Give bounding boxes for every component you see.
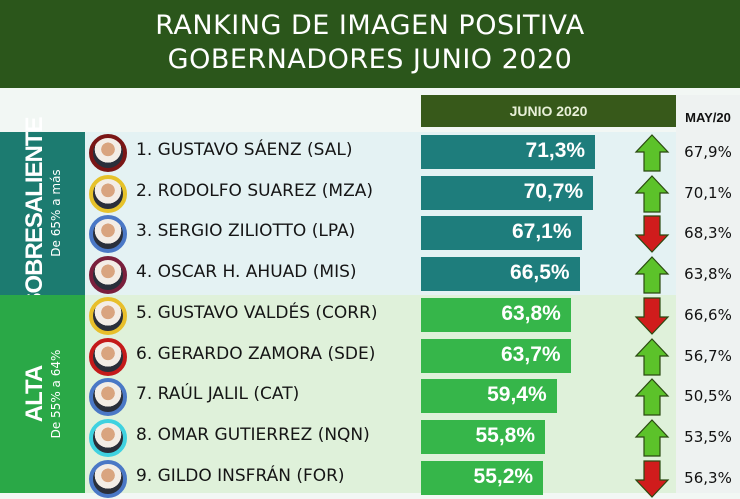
avatar	[89, 174, 127, 213]
bar-junio: 63,8%	[421, 297, 571, 332]
may-value: 68,3%	[684, 224, 732, 243]
governor-name: 3. SERGIO ZILIOTTO (LPA)	[136, 221, 356, 242]
avatar	[89, 256, 127, 295]
ranking-row: 6. GERARDO ZAMORA (SDE) 63,7% 56,7%	[0, 336, 740, 377]
bar-value-label: 55,2%	[473, 464, 534, 488]
ranking-row: 3. SERGIO ZILIOTTO (LPA) 67,1% 68,3%	[0, 213, 740, 254]
ranking-row: 4. OSCAR H. AHUAD (MIS) 66,5% 63,8%	[0, 254, 740, 295]
avatar	[89, 134, 127, 172]
bar-value-label: 66,5%	[510, 261, 570, 285]
bar-value-label: 70,7%	[523, 179, 584, 203]
bar-junio: 63,7%	[421, 338, 571, 373]
bar-value-label: 67,1%	[511, 220, 572, 244]
governor-name: 5. GUSTAVO VALDÉS (CORR)	[136, 302, 378, 323]
avatar	[89, 337, 127, 376]
governor-name: 7. RAÚL JALIL (CAT)	[136, 384, 300, 405]
group-label-1: ALTA De 55% a 64%	[0, 294, 85, 493]
arrow-up-icon	[634, 419, 670, 457]
bar-junio: 55,2%	[421, 460, 544, 495]
column-header-may: MAY/20	[685, 110, 731, 125]
arrow-up-icon	[634, 134, 670, 172]
bar-junio: 71,3%	[421, 135, 596, 169]
column-header-junio: JUNIO 2020	[421, 95, 676, 127]
ranking-row: 2. RODOLFO SUAREZ (MZA) 70,7% 70,1%	[0, 173, 740, 214]
avatar	[89, 215, 127, 254]
bar-junio: 70,7%	[421, 175, 594, 210]
may-column-bg	[676, 95, 740, 493]
may-value: 66,6%	[684, 305, 732, 324]
avatar	[89, 418, 127, 457]
governor-name: 1. GUSTAVO SÁENZ (SAL)	[136, 140, 353, 160]
ranking-row: 1. GUSTAVO SÁENZ (SAL) 71,3% 67,9%	[0, 132, 740, 173]
avatar	[89, 378, 127, 417]
arrow-up-icon	[634, 337, 670, 376]
bar-junio: 66,5%	[421, 257, 580, 292]
title-line-2: GOBERNADORES JUNIO 2020	[167, 44, 573, 75]
may-value: 56,3%	[684, 468, 732, 487]
may-value: 53,5%	[684, 427, 732, 446]
governor-name: 8. OMAR GUTIERREZ (NQN)	[136, 424, 370, 445]
bar-junio: 55,8%	[421, 419, 546, 454]
arrow-up-icon	[634, 256, 670, 294]
may-value: 70,1%	[684, 183, 732, 202]
arrow-up-icon	[634, 174, 670, 213]
governor-name: 6. GERARDO ZAMORA (SDE)	[136, 343, 376, 364]
arrow-down-icon	[634, 215, 670, 254]
bar-value-label: 63,8%	[501, 301, 561, 325]
bar-value-label: 59,4%	[487, 383, 547, 407]
chart-title: RANKING DE IMAGEN POSITIVA GOBERNADORES …	[0, 0, 740, 88]
title-line-1: RANKING DE IMAGEN POSITIVA	[155, 10, 585, 41]
governor-name: 2. RODOLFO SUAREZ (MZA)	[136, 180, 373, 201]
group-label-0: SOBRESALIENTE De 65% a más	[0, 118, 85, 309]
arrow-down-icon	[634, 297, 670, 335]
may-value: 50,5%	[684, 387, 732, 406]
avatar	[89, 296, 127, 335]
bar-junio: 59,4%	[421, 379, 557, 414]
bar-value-label: 71,3%	[525, 139, 586, 162]
governor-name: 9. GILDO INSFRÁN (FOR)	[136, 465, 345, 486]
group-band-bg	[85, 294, 676, 493]
ranking-row: 9. GILDO INSFRÁN (FOR) 55,2% 56,3%	[0, 458, 740, 499]
bar-value-label: 55,8%	[475, 423, 536, 447]
may-value: 67,9%	[684, 143, 732, 161]
governor-name: 4. OSCAR H. AHUAD (MIS)	[136, 262, 357, 283]
bar-value-label: 63,7%	[501, 342, 561, 366]
arrow-up-icon	[634, 378, 670, 416]
ranking-row: 8. OMAR GUTIERREZ (NQN) 55,8% 53,5%	[0, 417, 740, 458]
may-value: 56,7%	[684, 346, 732, 365]
may-value: 63,8%	[684, 265, 732, 284]
avatar	[89, 459, 127, 498]
ranking-row: 7. RAÚL JALIL (CAT) 59,4% 50,5%	[0, 376, 740, 417]
arrow-down-icon	[634, 459, 670, 498]
ranking-row: 5. GUSTAVO VALDÉS (CORR) 63,8% 66,6%	[0, 295, 740, 336]
bar-junio: 67,1%	[421, 216, 582, 251]
